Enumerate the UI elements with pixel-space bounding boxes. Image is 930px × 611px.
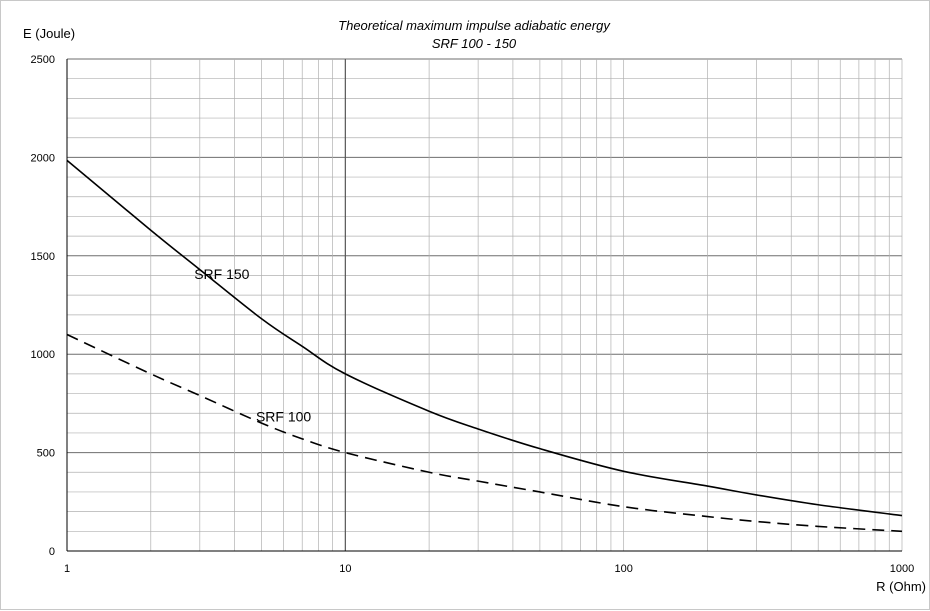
x-axis-label: R (Ohm) (876, 579, 926, 594)
chart-subtitle: SRF 100 - 150 (432, 36, 517, 51)
series-label: SRF 100 (256, 409, 311, 425)
y-tick-label: 1000 (31, 349, 55, 361)
series-layer (66, 159, 903, 533)
x-tick-label: 1 (64, 563, 70, 575)
y-tick-label: 2500 (31, 54, 55, 66)
series-label: SRF 150 (194, 266, 249, 282)
x-tick-label: 1000 (890, 563, 914, 575)
y-tick-label: 500 (37, 448, 55, 460)
label-layer: SRF 150 SRF 100 (194, 266, 311, 424)
y-axis-label: E (Joule) (23, 26, 75, 41)
grid-layer (66, 58, 903, 552)
y-tick-label: 1500 (31, 251, 55, 263)
y-tick-label: 0 (49, 546, 55, 558)
x-tick-label: 100 (614, 563, 632, 575)
y-tick-label: 2000 (31, 152, 55, 164)
chart-title: Theoretical maximum impulse adiabatic en… (338, 18, 611, 33)
x-tick-label: 10 (339, 563, 351, 575)
series-line-srf-150 (66, 159, 903, 517)
tick-layer: 0 500 1000 1500 2000 2500 1 10 100 1000 (31, 54, 915, 575)
text-layer: Theoretical maximum impulse adiabatic en… (23, 18, 926, 594)
